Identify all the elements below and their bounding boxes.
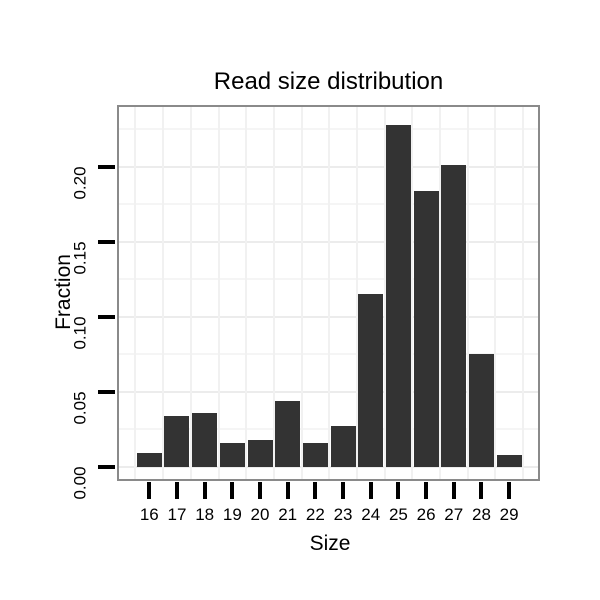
x-tick-label: 19	[222, 505, 242, 524]
x-tick-label: 20	[250, 505, 270, 524]
y-tick-0.10	[98, 314, 115, 319]
x-tick-16	[147, 482, 152, 499]
x-tick-label: 18	[195, 505, 215, 524]
x-tick-21	[285, 482, 290, 499]
y-tick-0.00	[98, 464, 115, 469]
x-tick-label: 23	[333, 505, 353, 524]
gridline-vertical	[328, 107, 331, 479]
x-tick-label: 22	[305, 505, 325, 524]
bar-size-23	[330, 426, 356, 467]
gridline-vertical	[272, 107, 275, 479]
x-tick-label: 25	[388, 505, 408, 524]
bar-size-27	[441, 165, 467, 467]
gridline-vertical	[162, 107, 165, 479]
bar-size-28	[468, 354, 494, 467]
y-tick-label: 0.05	[70, 390, 90, 425]
chart-title: Read size distribution	[213, 68, 444, 95]
x-tick-label: 17	[167, 505, 187, 524]
x-tick-18	[202, 482, 207, 499]
gridline-vertical	[466, 107, 469, 479]
bar-size-20	[247, 439, 273, 467]
x-tick-26	[424, 482, 429, 499]
bar-size-21	[275, 400, 301, 467]
x-tick-29	[507, 482, 512, 499]
gridline-vertical	[300, 107, 303, 479]
bar-size-26	[413, 190, 439, 467]
plot-panel	[117, 105, 540, 481]
y-tick-0.20	[98, 164, 115, 169]
x-tick-25	[396, 482, 401, 499]
gridline-vertical	[383, 107, 386, 479]
gridline-vertical	[411, 107, 414, 479]
x-tick-19	[230, 482, 235, 499]
x-tick-label: 21	[278, 505, 298, 524]
x-tick-label: 24	[361, 505, 381, 524]
bar-size-24	[358, 294, 384, 467]
x-tick-17	[174, 482, 179, 499]
bar-size-17	[164, 415, 190, 467]
gridline-vertical	[355, 107, 358, 479]
gridline-vertical	[245, 107, 248, 479]
y-tick-0.05	[98, 389, 115, 394]
gridline-vertical	[494, 107, 497, 479]
y-axis-title: Fraction	[52, 254, 75, 330]
y-tick-label: 0.00	[70, 465, 90, 500]
x-tick-label: 26	[416, 505, 436, 524]
x-tick-label: 27	[444, 505, 464, 524]
x-tick-27	[451, 482, 456, 499]
gridline-vertical	[134, 107, 137, 479]
gridline-vertical	[189, 107, 192, 479]
gridline-vertical	[217, 107, 220, 479]
x-tick-28	[479, 482, 484, 499]
x-tick-24	[368, 482, 373, 499]
bar-size-22	[302, 442, 328, 467]
y-tick-0.15	[98, 239, 115, 244]
bar-size-18	[192, 412, 218, 467]
bar-size-29	[496, 454, 522, 467]
x-tick-label: 16	[139, 505, 159, 524]
x-tick-23	[341, 482, 346, 499]
x-tick-20	[258, 482, 263, 499]
x-axis-title: Size	[309, 532, 351, 555]
y-tick-label: 0.20	[70, 165, 90, 200]
gridline-vertical	[438, 107, 441, 479]
bar-size-25	[385, 124, 411, 467]
x-tick-label: 28	[471, 505, 491, 524]
bar-size-16	[136, 453, 162, 467]
x-tick-label: 29	[499, 505, 519, 524]
bar-size-19	[219, 442, 245, 467]
x-tick-22	[313, 482, 318, 499]
gridline-vertical	[521, 107, 524, 479]
